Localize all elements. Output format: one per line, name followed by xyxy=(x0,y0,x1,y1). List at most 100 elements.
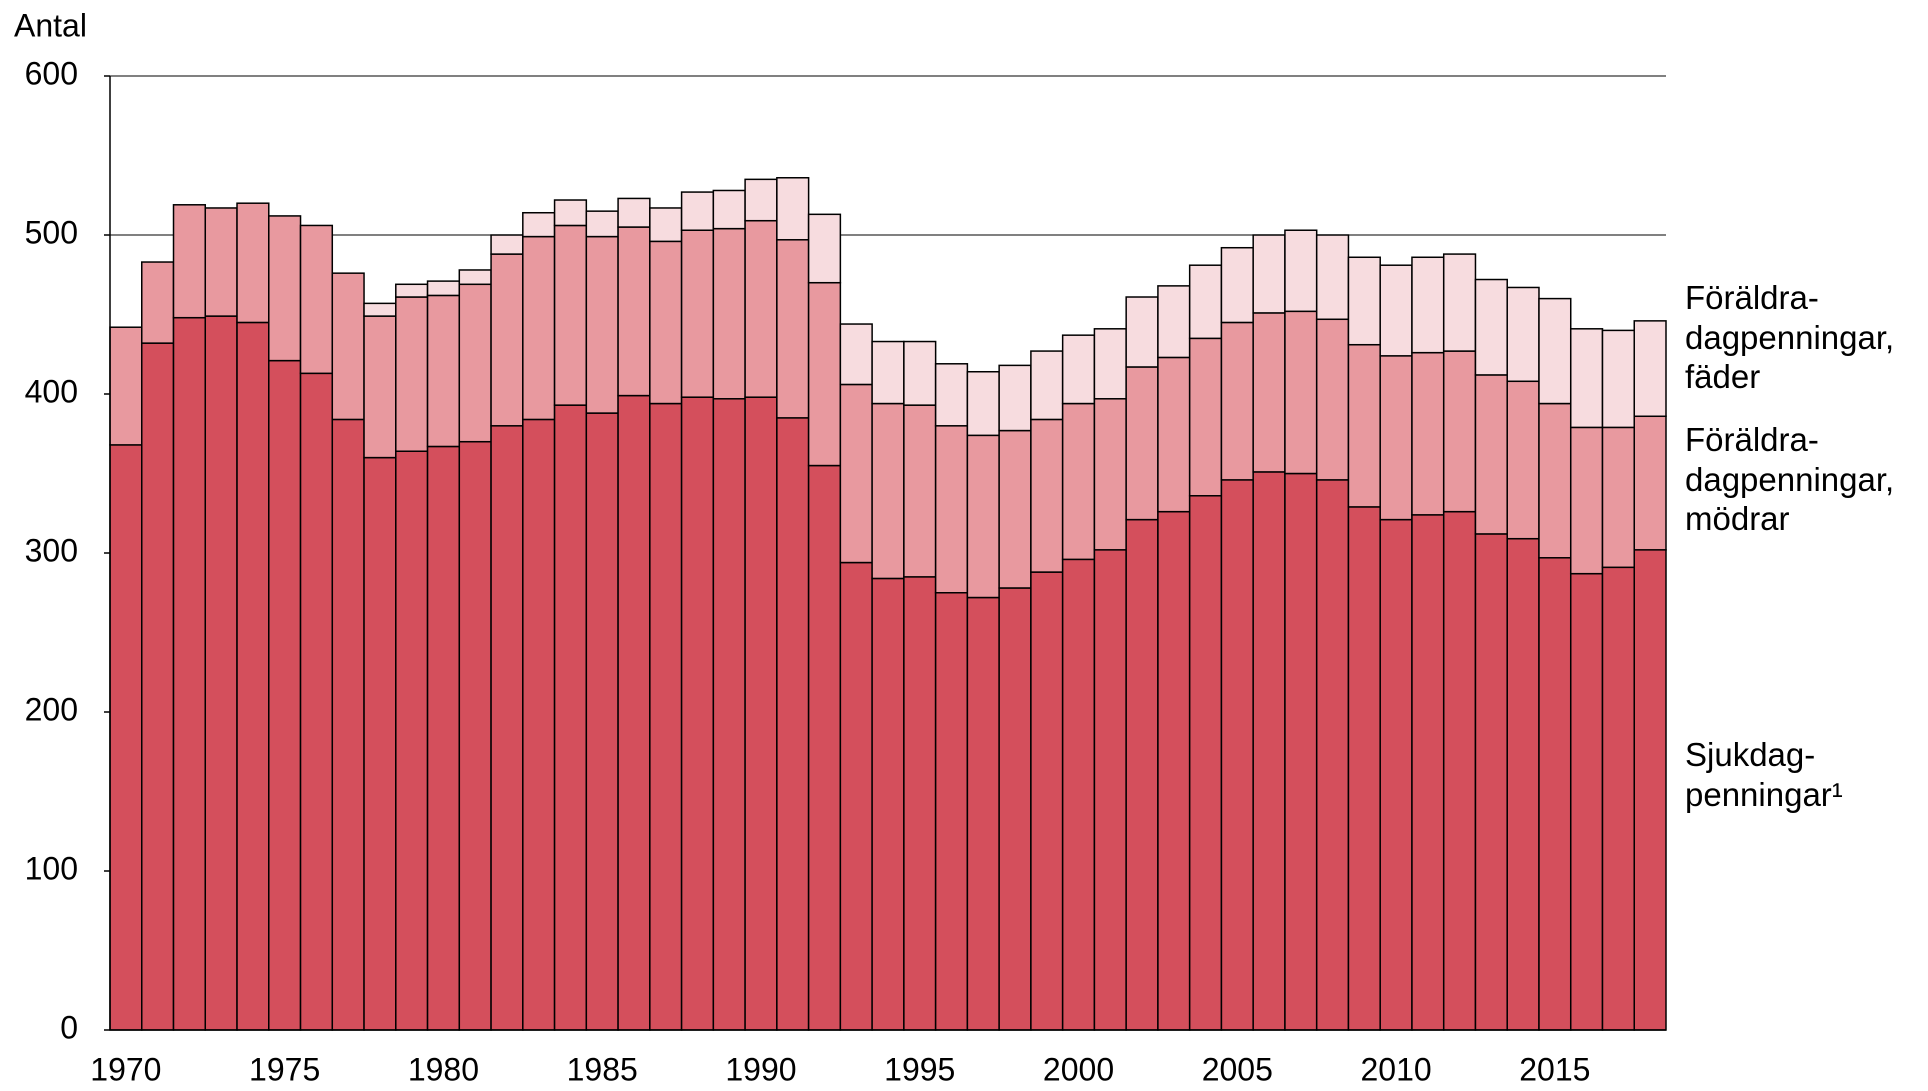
bar-segment xyxy=(1093,549,1127,1031)
bar-segment xyxy=(744,219,778,398)
bar-segment xyxy=(839,383,873,564)
bar-segment xyxy=(1030,571,1064,1031)
y-tick-label: 500 xyxy=(25,214,78,250)
bar-segment xyxy=(1061,558,1096,1031)
bar-segment xyxy=(1315,318,1350,481)
bar-segment xyxy=(839,561,873,1031)
bar-segment xyxy=(998,429,1032,589)
bar-segment xyxy=(1633,320,1667,418)
x-tick-label: 2005 xyxy=(1202,1051,1273,1087)
bar-segment xyxy=(776,177,810,241)
x-tick-label: 1990 xyxy=(725,1051,796,1087)
bar-segment xyxy=(585,235,619,414)
bar-segment xyxy=(744,178,778,222)
bar-segment xyxy=(1411,351,1445,516)
bar-segment xyxy=(776,417,810,1031)
bar-segment xyxy=(1633,415,1667,551)
bar-segment xyxy=(585,210,619,238)
y-tick-label: 100 xyxy=(25,850,78,886)
bar-segment xyxy=(1347,343,1381,508)
bar-segment xyxy=(1252,234,1286,314)
bar-segment xyxy=(458,283,492,443)
bar-segment xyxy=(1093,328,1127,400)
bar-segment xyxy=(522,418,556,1031)
bar-segment xyxy=(966,596,1000,1031)
bar-segment xyxy=(172,316,207,1031)
bar-segment xyxy=(553,404,588,1031)
bar-segment xyxy=(934,425,969,594)
bar-segment xyxy=(903,340,937,406)
bar-segment xyxy=(934,592,969,1031)
bar-segment xyxy=(553,199,588,227)
bar-segment xyxy=(680,191,715,231)
bar-segment xyxy=(458,269,492,286)
bar-segment xyxy=(299,224,334,375)
x-tick-label: 1985 xyxy=(567,1051,638,1087)
x-tick-label: 1970 xyxy=(90,1051,161,1087)
bar-segment xyxy=(395,283,429,298)
bar-segment xyxy=(1601,329,1635,429)
bar-segment xyxy=(363,456,397,1031)
x-tick-label: 1995 xyxy=(884,1051,955,1087)
bar-segment xyxy=(712,227,746,400)
bar-segment xyxy=(1125,366,1159,521)
legend-entry: Föräldra- dagpenningar, mödrar xyxy=(1685,421,1895,538)
legend-entry: Föräldra- dagpenningar, fäder xyxy=(1685,279,1895,396)
bar-segment xyxy=(204,207,238,317)
bar-segment xyxy=(807,464,842,1031)
bar-segment xyxy=(1442,253,1477,352)
bar-segment xyxy=(1506,380,1540,540)
bar-segment xyxy=(998,587,1032,1031)
y-axis-label: Antal xyxy=(14,7,87,43)
bar-segment xyxy=(1284,229,1318,313)
bar-segment xyxy=(141,342,175,1031)
bar-segment xyxy=(236,321,270,1031)
y-tick-label: 400 xyxy=(25,373,78,409)
bar-segment xyxy=(871,340,905,405)
bar-segment xyxy=(268,359,302,1031)
bar-segment xyxy=(1474,374,1508,535)
bar-segment xyxy=(966,434,1000,599)
bar-segment xyxy=(236,202,270,324)
bar-segment xyxy=(141,261,175,344)
y-tick-label: 600 xyxy=(25,55,78,91)
bar-segment xyxy=(1601,566,1635,1031)
bar-segment xyxy=(1506,286,1540,383)
bar-segment xyxy=(172,204,207,319)
bar-segment xyxy=(1442,510,1477,1031)
bar-segment xyxy=(1538,297,1572,405)
bar-segment xyxy=(1633,549,1667,1031)
bar-segment xyxy=(363,315,397,459)
bar-segment xyxy=(1411,514,1445,1031)
bar-segment xyxy=(490,425,524,1031)
bar-segment xyxy=(426,294,461,448)
y-tick-label: 200 xyxy=(25,691,78,727)
bar-segment xyxy=(1188,495,1223,1031)
bar-segment xyxy=(395,296,429,452)
bar-segment xyxy=(109,326,143,446)
bar-segment xyxy=(1379,518,1413,1031)
bar-segment xyxy=(299,372,334,1031)
bar-segment xyxy=(903,576,937,1031)
bar-segment xyxy=(1061,402,1096,561)
bar-segment xyxy=(331,272,365,421)
x-tick-label: 2010 xyxy=(1360,1051,1431,1087)
bar-segment xyxy=(680,396,715,1031)
bar-segment xyxy=(1157,285,1191,359)
bar-segment xyxy=(490,234,524,255)
bar-segment xyxy=(1538,557,1572,1031)
bar-segment xyxy=(1569,328,1604,429)
bar-segment xyxy=(490,253,524,427)
bar-segment xyxy=(1538,402,1572,559)
bar-segment xyxy=(1379,355,1413,521)
legend-entry: Sjukdag- penningar¹ xyxy=(1685,736,1843,813)
bar-segment xyxy=(649,240,683,405)
bar-segment xyxy=(1220,246,1254,324)
bar-segment xyxy=(268,215,302,362)
bar-segment xyxy=(1125,296,1159,368)
bar-segment xyxy=(553,224,588,406)
bar-segment xyxy=(426,445,461,1031)
bar-segment xyxy=(807,213,842,284)
bar-segment xyxy=(966,370,1000,437)
bar-segment xyxy=(712,189,746,230)
